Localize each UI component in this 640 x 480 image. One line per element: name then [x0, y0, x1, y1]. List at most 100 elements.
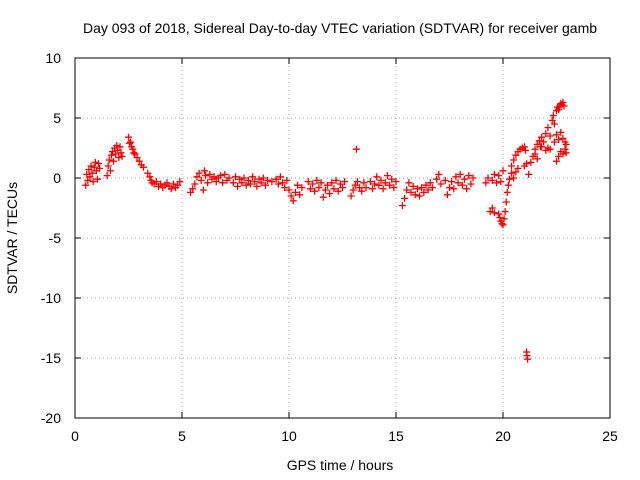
data-point	[236, 175, 244, 183]
data-point	[375, 181, 383, 189]
data-point	[448, 178, 456, 186]
data-point	[388, 175, 396, 183]
data-point	[381, 179, 389, 187]
data-point	[238, 179, 246, 187]
data-point	[484, 174, 492, 182]
data-point	[244, 176, 252, 184]
data-point	[104, 162, 112, 170]
data-point	[176, 178, 184, 186]
data-point	[486, 208, 494, 216]
data-point	[424, 186, 432, 194]
data-point	[197, 176, 205, 184]
data-point	[317, 179, 325, 187]
data-point	[332, 176, 340, 184]
data-point	[187, 188, 195, 196]
data-point	[524, 355, 532, 363]
data-point	[544, 124, 552, 132]
data-point	[521, 146, 529, 154]
data-point	[315, 184, 323, 192]
data-point	[540, 138, 548, 146]
data-point	[413, 185, 421, 193]
data-point	[336, 180, 344, 188]
data-point	[488, 204, 496, 212]
data-point	[313, 176, 321, 184]
data-point	[105, 156, 113, 164]
data-point	[146, 173, 154, 181]
data-point	[86, 173, 94, 181]
data-point	[103, 172, 111, 180]
data-point	[268, 178, 276, 186]
data-point	[490, 170, 498, 178]
data-point	[206, 170, 214, 178]
data-point	[559, 134, 567, 142]
data-point	[398, 202, 406, 210]
y-axis-label: SDTVAR / TECUs	[4, 182, 20, 294]
data-point	[306, 185, 314, 193]
data-point	[383, 172, 391, 180]
data-point	[257, 179, 265, 187]
data-point	[500, 215, 508, 223]
data-point	[279, 179, 287, 187]
data-point	[557, 128, 565, 136]
data-point	[232, 173, 239, 181]
data-point	[157, 180, 165, 188]
data-point	[371, 180, 379, 188]
data-point	[225, 174, 233, 182]
data-point	[467, 180, 475, 188]
data-point	[304, 178, 312, 186]
data-point	[169, 180, 177, 188]
data-point	[326, 190, 334, 198]
data-point	[217, 172, 225, 180]
data-point	[210, 173, 218, 181]
data-point	[362, 184, 370, 192]
data-point	[546, 132, 554, 140]
grid-lines	[75, 58, 610, 418]
data-point	[426, 179, 434, 187]
data-point	[229, 179, 237, 187]
data-point	[502, 198, 510, 206]
data-point	[533, 155, 541, 163]
data-point	[512, 151, 520, 159]
data-point	[85, 166, 93, 174]
data-point	[127, 138, 135, 146]
data-point	[200, 167, 208, 175]
data-point	[538, 143, 546, 151]
data-point	[352, 145, 360, 153]
data-point	[549, 112, 557, 120]
data-point	[261, 181, 269, 189]
data-point	[510, 156, 518, 164]
data-point	[510, 174, 518, 182]
data-point	[490, 209, 498, 217]
data-point	[562, 140, 570, 148]
y-tick-label: 10	[45, 50, 61, 66]
data-point	[129, 145, 137, 153]
data-point	[351, 181, 359, 189]
data-point	[446, 184, 453, 192]
data-point	[495, 210, 503, 218]
data-point	[133, 154, 141, 162]
data-point	[538, 133, 546, 141]
data-point	[296, 191, 304, 199]
data-point	[106, 167, 114, 175]
data-point	[221, 170, 229, 178]
data-point	[379, 185, 387, 193]
data-point	[499, 167, 507, 175]
y-tick-label: -15	[41, 350, 61, 366]
data-point	[259, 174, 267, 182]
data-point	[272, 175, 280, 183]
data-point	[454, 179, 462, 187]
data-point	[531, 150, 539, 158]
data-point	[117, 149, 125, 157]
data-point	[418, 184, 426, 192]
data-point	[251, 178, 259, 186]
data-point	[330, 185, 338, 193]
data-point	[285, 186, 293, 194]
plot-frame	[74, 57, 611, 419]
data-point	[212, 178, 220, 186]
x-tick-label: 25	[602, 428, 618, 444]
data-point	[550, 138, 558, 146]
data-point	[496, 214, 504, 222]
y-tick-label: -5	[49, 230, 62, 246]
data-point	[555, 106, 563, 114]
